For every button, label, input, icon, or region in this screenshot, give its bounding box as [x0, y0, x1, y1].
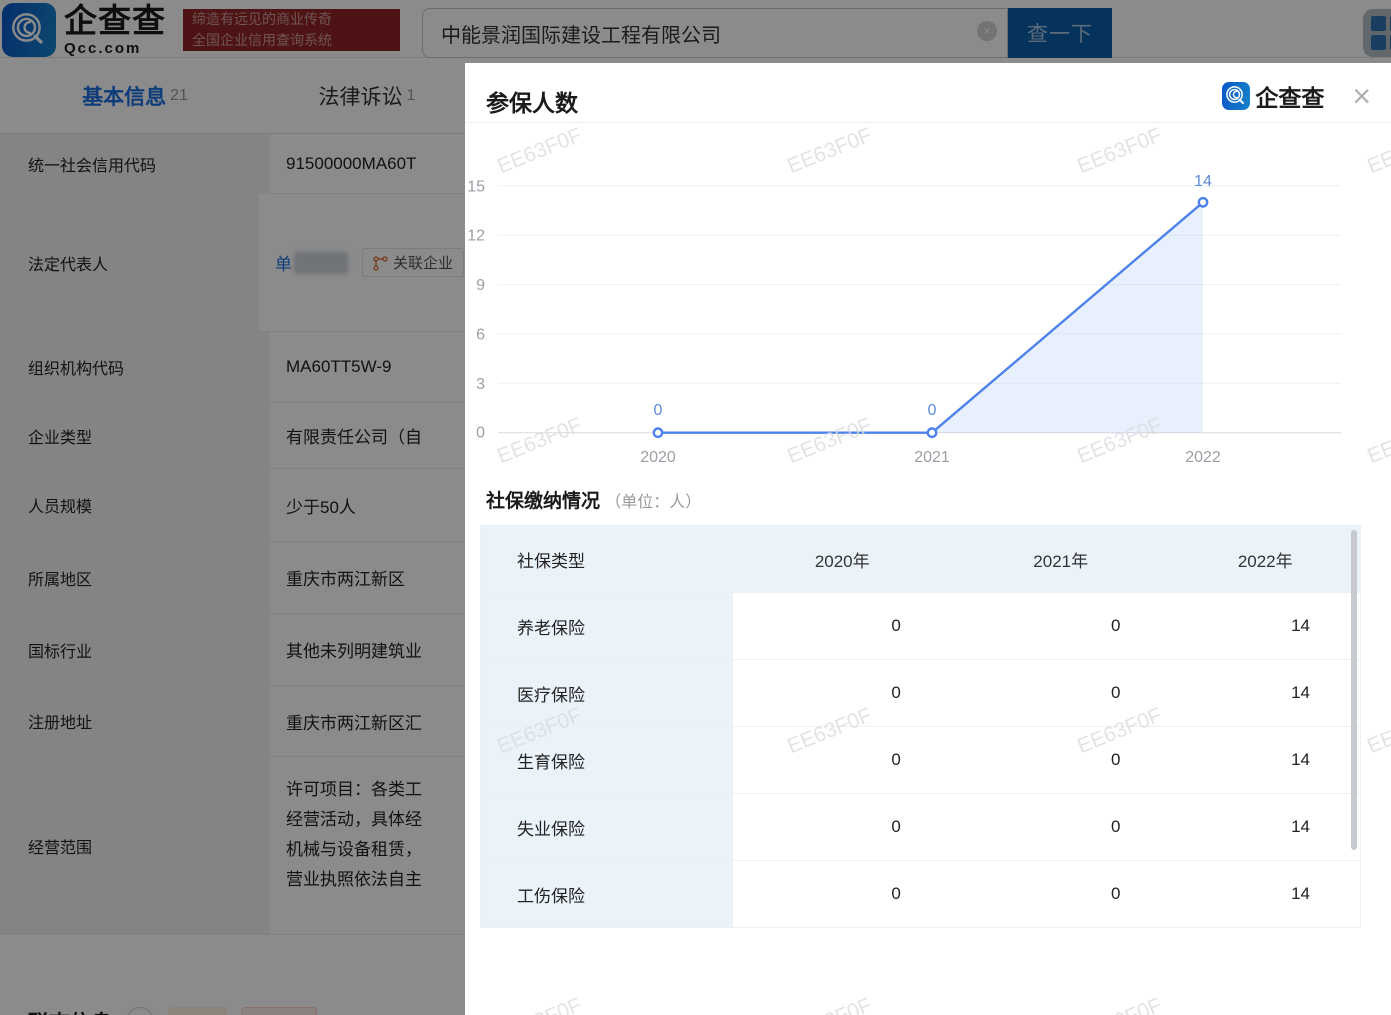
svg-text:12: 12	[467, 228, 485, 245]
svg-text:0: 0	[476, 425, 485, 442]
svg-text:2021: 2021	[914, 449, 950, 463]
svg-text:0: 0	[654, 402, 663, 419]
svg-text:14: 14	[1194, 173, 1212, 190]
svg-text:0: 0	[928, 402, 937, 419]
svg-text:3: 3	[476, 376, 485, 393]
svg-text:2020: 2020	[640, 449, 676, 463]
svg-text:9: 9	[476, 277, 485, 294]
svg-text:6: 6	[476, 326, 485, 343]
svg-text:15: 15	[467, 178, 485, 195]
svg-text:2022: 2022	[1185, 449, 1221, 463]
